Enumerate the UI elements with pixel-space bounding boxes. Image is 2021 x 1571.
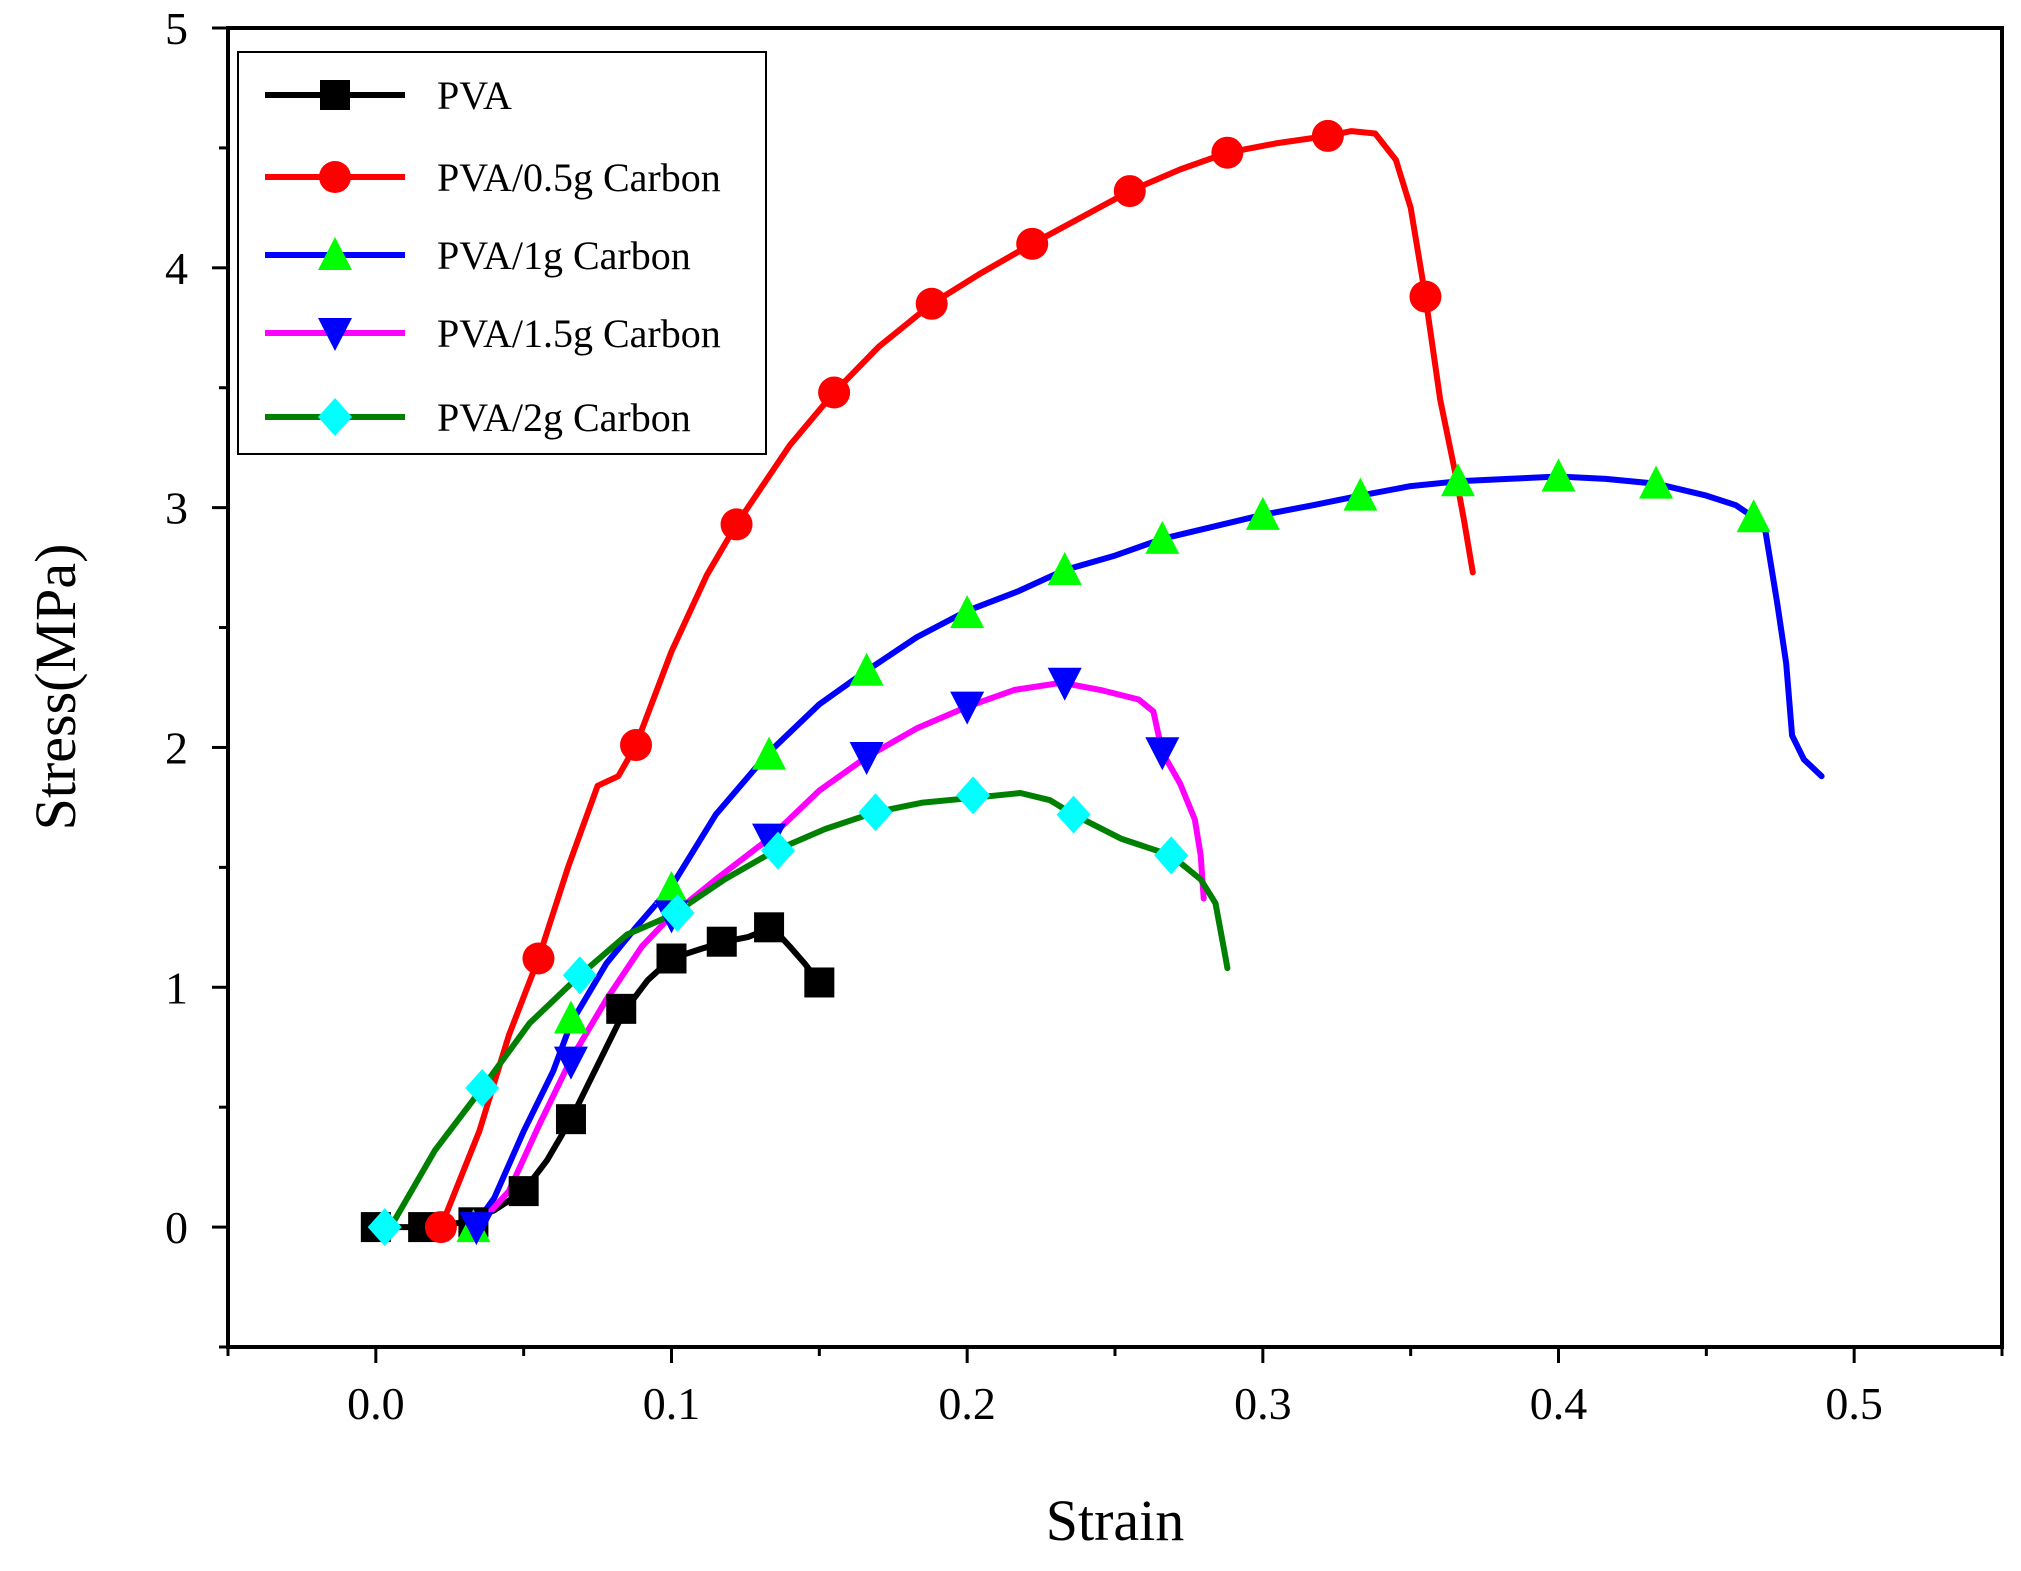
y-tick-label: 5 — [165, 3, 188, 54]
data-point-pva — [656, 943, 687, 974]
data-point-pva-1-5g-carbon — [553, 1046, 588, 1080]
data-point-pva-2g-carbon — [1056, 795, 1091, 834]
data-point-pva-0-5g-carbon — [1113, 175, 1146, 208]
legend-marker-pva-2g-carbon — [318, 398, 352, 436]
data-point-pva-1g-carbon — [1639, 465, 1674, 499]
series-line-pva-1-5g-carbon — [473, 679, 1207, 1231]
legend-label: PVA/0.5g Carbon — [437, 155, 721, 200]
series-line-pva-1g-carbon — [470, 473, 1825, 1231]
data-point-pva-2g-carbon — [1154, 836, 1189, 875]
data-point-pva — [606, 993, 637, 1024]
data-point-pva-1g-carbon — [1343, 477, 1378, 511]
y-tick-label: 2 — [165, 722, 188, 773]
data-point-pva-1-5g-carbon — [1145, 737, 1180, 771]
x-tick-label: 0.1 — [643, 1378, 701, 1429]
x-axis-title: Strain — [1046, 1488, 1185, 1553]
legend-marker-pva-1-5g-carbon — [318, 318, 352, 351]
data-point-pva-1g-carbon — [849, 652, 884, 686]
legend-label: PVA/1g Carbon — [437, 233, 691, 278]
y-tick-label: 3 — [165, 483, 188, 534]
y-tick-label: 0 — [165, 1202, 188, 1253]
data-point-pva-1g-carbon — [1541, 458, 1576, 492]
data-point-pva — [555, 1104, 586, 1135]
data-point-pva-1g-carbon — [1145, 520, 1180, 554]
data-point-pva-0-5g-carbon — [720, 508, 753, 541]
y-tick-label: 1 — [165, 962, 188, 1013]
data-point-pva-1-5g-carbon — [1047, 667, 1082, 701]
y-axis-title: Stress(MPa) — [23, 544, 88, 831]
legend-label: PVA — [437, 73, 512, 118]
data-point-pva-2g-carbon — [660, 893, 695, 932]
x-tick-label: 0.3 — [1234, 1378, 1292, 1429]
legend-marker-pva-0-5g-carbon — [319, 161, 351, 193]
y-axis: 0 1 2 3 4 5 — [165, 3, 228, 1349]
y-tick-label: 4 — [165, 243, 188, 294]
x-tick-label: 0.0 — [347, 1378, 405, 1429]
x-tick-label: 0.5 — [1825, 1378, 1883, 1429]
data-point-pva-1-5g-carbon — [752, 823, 787, 857]
data-point-pva-2g-carbon — [465, 1068, 500, 1107]
legend: PVA PVA/0.5g Carbon PVA/1g Carbon PVA/1.5g … — [237, 51, 767, 455]
legend-marker-pva — [320, 80, 350, 110]
data-point-pva-1g-carbon — [654, 870, 689, 904]
data-point-pva-0-5g-carbon — [818, 376, 851, 409]
data-point-pva-2g-carbon — [760, 831, 795, 870]
series-line-pva-2g-carbon — [387, 790, 1231, 1231]
data-point-pva-2g-carbon — [956, 776, 991, 815]
data-point-pva-1g-carbon — [950, 595, 985, 629]
legend-label: PVA/2g Carbon — [437, 395, 691, 440]
data-point-pva-0-5g-carbon — [915, 287, 948, 320]
data-point-pva — [804, 967, 835, 998]
data-point-pva-1g-carbon — [1440, 463, 1475, 497]
data-point-pva-0-5g-carbon — [1409, 280, 1442, 313]
data-point-pva — [508, 1176, 539, 1207]
data-point-pva-1g-carbon — [1736, 499, 1771, 533]
data-point-pva-2g-carbon — [562, 956, 597, 995]
data-point-pva-0-5g-carbon — [620, 729, 653, 762]
data-point-pva-0-5g-carbon — [424, 1211, 457, 1244]
data-point-pva — [754, 912, 785, 943]
data-point-pva-0-5g-carbon — [1211, 136, 1244, 169]
legend-label: PVA/1.5g Carbon — [437, 311, 721, 356]
data-point-pva-2g-carbon — [367, 1208, 402, 1247]
data-point-pva-1g-carbon — [1245, 496, 1280, 530]
data-point-pva-1g-carbon — [752, 736, 787, 770]
legend-marker-pva-1g-carbon — [318, 237, 352, 270]
series-line-pva-0-5g-carbon — [437, 128, 1476, 1231]
data-point-pva-1g-carbon — [553, 1000, 588, 1034]
data-point-pva-0-5g-carbon — [522, 942, 555, 975]
data-point-pva-1g-carbon — [1047, 551, 1082, 585]
data-point-pva-1-5g-carbon — [849, 742, 884, 776]
data-point-pva-0-5g-carbon — [1311, 119, 1344, 152]
data-point-pva-1-5g-carbon — [950, 691, 985, 725]
data-point-pva-2g-carbon — [858, 793, 893, 832]
x-tick-label: 0.2 — [938, 1378, 996, 1429]
x-axis: 0.0 0.1 0.2 0.3 0.4 0.5 — [226, 1347, 2004, 1429]
series-markers — [360, 119, 1771, 1247]
data-point-pva — [706, 926, 737, 957]
series-line-pva — [372, 924, 823, 1231]
data-point-pva-1-5g-carbon — [459, 1212, 494, 1246]
data-point-pva-0-5g-carbon — [1016, 227, 1049, 260]
x-tick-label: 0.4 — [1530, 1378, 1588, 1429]
